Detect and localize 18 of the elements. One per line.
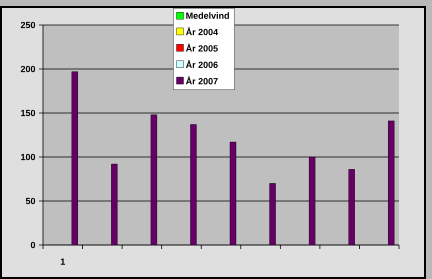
legend-label: Medelvind bbox=[186, 12, 229, 19]
legend-label: År 2004 bbox=[186, 27, 218, 36]
y-tick-label: 50 bbox=[26, 198, 36, 204]
legend-label: År 2007 bbox=[186, 76, 218, 84]
bar bbox=[150, 114, 158, 245]
bar bbox=[72, 71, 78, 245]
legend-label: År 2005 bbox=[186, 44, 218, 52]
y-tick-label: 250 bbox=[20, 22, 36, 28]
x-tick-label: 1 bbox=[60, 258, 66, 265]
y-tick-label: 200 bbox=[20, 66, 36, 72]
bar bbox=[111, 164, 118, 245]
y-tick-label: 100 bbox=[21, 154, 36, 160]
bar bbox=[388, 120, 394, 245]
bar bbox=[308, 156, 316, 245]
bar bbox=[348, 169, 355, 245]
y-tick-label: 0 bbox=[30, 242, 36, 248]
y-tick-label: 150 bbox=[21, 110, 36, 116]
legend-label: År 2006 bbox=[186, 60, 218, 68]
